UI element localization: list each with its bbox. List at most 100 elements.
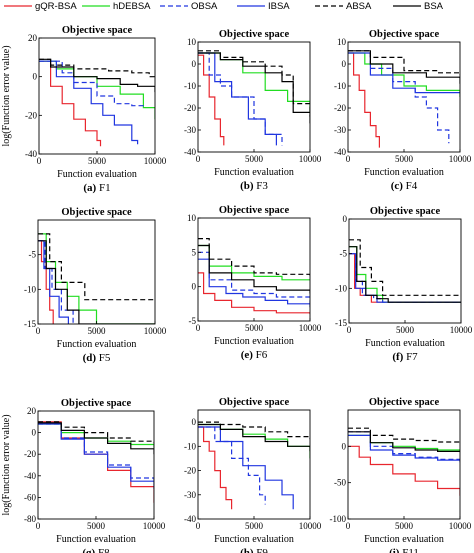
- x-tick-label: 5000: [87, 521, 106, 531]
- y-tick-label: -20: [184, 466, 196, 476]
- panel-title: Objective space: [219, 397, 290, 408]
- y-tick-label: -5: [29, 250, 37, 260]
- y-tick-label: -40: [184, 147, 196, 157]
- caption-function: F11: [402, 547, 419, 553]
- x-tick-label: 10000: [450, 325, 473, 335]
- series-line-4: [198, 421, 310, 440]
- series-line-0: [349, 253, 461, 303]
- y-tick-label: -40: [184, 514, 196, 524]
- caption-letter: (d): [83, 352, 97, 364]
- x-tick-label: 5000: [245, 323, 264, 333]
- caption-function: F8: [98, 547, 110, 553]
- panel-title: Objective space: [61, 207, 132, 218]
- y-tick-label: -50: [334, 478, 346, 488]
- series-line-5: [349, 246, 461, 303]
- series-group: [38, 233, 155, 324]
- caption-function: F1: [99, 182, 111, 194]
- panel-title: Objective space: [62, 25, 133, 36]
- x-tick-label: 10000: [449, 521, 472, 531]
- y-tick-label: 0: [342, 59, 347, 69]
- x-tick-label: 0: [196, 154, 201, 164]
- x-axis-label: Function evaluation: [364, 167, 444, 178]
- x-tick-label: 5000: [245, 521, 264, 531]
- y-tick-label: 0: [192, 59, 197, 69]
- series-line-5: [198, 52, 310, 124]
- y-tick-label: -20: [334, 103, 346, 113]
- series-line-0: [38, 240, 54, 324]
- x-tick-label: 10000: [144, 326, 167, 336]
- legend-label-4: ABSA: [346, 1, 372, 12]
- series-line-2: [39, 60, 144, 108]
- y-tick-label: 0: [343, 214, 348, 224]
- x-tick-label: 0: [37, 156, 42, 166]
- panel-5: 0 5000 10000 -15 -10 -5 0 Objective space Functi…: [335, 206, 473, 363]
- y-tick-label: 0: [192, 282, 197, 292]
- caption-function: F3: [256, 180, 268, 192]
- legend: gQR-BSA hDEBSA OBSA IBSA ABSA BSA: [4, 1, 444, 12]
- series-line-2: [348, 50, 450, 144]
- axes-frame: [348, 218, 462, 324]
- y-tick-label: -10: [334, 81, 346, 91]
- x-tick-label: 10000: [299, 323, 322, 333]
- x-tick-label: 10000: [299, 521, 322, 531]
- legend-label-1: hDEBSA: [113, 1, 151, 12]
- axes-frame: [347, 409, 461, 520]
- y-axis-label: log(Function error value): [1, 414, 12, 515]
- x-axis-label: Function evaluation: [57, 339, 137, 350]
- series-group: [198, 50, 310, 146]
- x-tick-label: 5000: [88, 326, 107, 336]
- x-axis-label: Function evaluation: [57, 169, 137, 180]
- y-tick-label: -100: [330, 514, 347, 524]
- panel-caption: (d) F5: [83, 352, 111, 364]
- panel-caption: (c) F4: [391, 180, 418, 192]
- panel-caption: (h) F9: [240, 547, 268, 553]
- caption-letter: (c): [391, 180, 404, 192]
- panel-caption: (b) F3: [240, 180, 268, 192]
- panel-caption: (i) F11: [389, 547, 419, 553]
- x-tick-label: 0: [346, 154, 351, 164]
- series-line-5: [348, 50, 460, 84]
- series-line-3: [198, 258, 310, 308]
- series-line-0: [348, 52, 380, 148]
- x-tick-label: 5000: [395, 154, 414, 164]
- y-tick-label: -30: [184, 125, 196, 135]
- x-tick-label: 0: [346, 521, 351, 531]
- x-axis-label: Function evaluation: [214, 167, 294, 178]
- x-tick-label: 10000: [299, 154, 322, 164]
- panel-caption: (a) F1: [83, 182, 110, 194]
- y-axis-label: log(Function error value): [1, 45, 12, 146]
- series-group: [39, 58, 155, 147]
- series-line-1: [348, 434, 460, 452]
- panel-1: 0 5000 10000 -40 -30 -20 -10 0 10 Objective space…: [184, 29, 322, 192]
- legend-label-2: OBSA: [191, 1, 218, 12]
- caption-letter: (f): [392, 351, 403, 363]
- y-tick-label: 5: [192, 247, 197, 257]
- y-tick-label: 10: [187, 37, 197, 47]
- panel-caption: (g) F8: [82, 547, 110, 553]
- series-line-3: [198, 426, 294, 510]
- panel-title: Objective space: [369, 397, 440, 408]
- panel-7: 0 5000 10000 -40 -30 -20 -10 0 Objective space Fu…: [184, 397, 322, 553]
- x-axis-label: Function evaluation: [365, 338, 445, 349]
- x-tick-label: 10000: [144, 156, 167, 166]
- y-tick-label: 10: [337, 37, 347, 47]
- y-tick-label: 0: [342, 441, 347, 451]
- panel-2: 0 5000 10000 -40 -30 -20 -10 0 10 Objective space…: [334, 29, 472, 192]
- series-line-0: [38, 421, 154, 503]
- panel-title: Objective space: [61, 398, 132, 409]
- x-tick-label: 5000: [395, 521, 414, 531]
- y-tick-label: -15: [335, 318, 347, 328]
- series-line-1: [38, 423, 154, 448]
- panel-caption: (f) F7: [392, 351, 418, 363]
- x-tick-label: 0: [196, 323, 201, 333]
- series-line-4: [38, 233, 155, 301]
- y-tick-label: -5: [189, 316, 197, 326]
- caption-letter: (a): [83, 182, 96, 194]
- series-line-4: [198, 238, 310, 277]
- series-line-3: [38, 240, 69, 324]
- series-line-4: [349, 239, 461, 296]
- y-tick-label: -80: [24, 514, 36, 524]
- y-tick-label: -10: [24, 284, 36, 294]
- series-line-0: [348, 445, 460, 496]
